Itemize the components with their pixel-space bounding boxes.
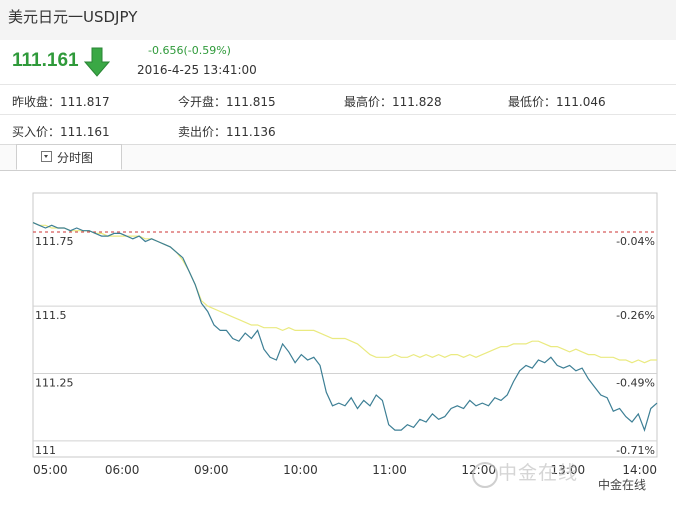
average-line <box>32 222 657 364</box>
plot-frame <box>32 192 658 458</box>
x-tick-label: 14:00 <box>622 463 657 477</box>
bid-stat: 买入价：111.161 <box>12 123 110 140</box>
prev-close-value: 111.817 <box>60 95 110 109</box>
bid-value: 111.161 <box>60 125 110 139</box>
y-tick-label-pct: -0.49% <box>616 376 655 389</box>
ask-stat: 卖出价：111.136 <box>178 123 276 140</box>
tab-label: 分时图 <box>57 151 94 165</box>
low-stat: 最低价：111.046 <box>508 93 606 110</box>
last-price: 111.161 <box>12 50 79 71</box>
y-tick-label: 111.5 <box>35 309 67 322</box>
chart-area: 111.75 -0.04% 111.5 -0.26% 111.25 -0.49% 111 -0… <box>0 170 676 507</box>
x-tick-label: 13:00 <box>551 463 586 477</box>
price-change: -0.656(-0.59%) <box>148 44 231 57</box>
high-stat: 最高价：111.828 <box>344 93 442 110</box>
high-label: 最高价： <box>344 95 393 109</box>
low-label: 最低价： <box>508 95 557 109</box>
dropdown-icon[interactable] <box>41 151 52 162</box>
x-tick-label: 06:00 <box>105 463 140 477</box>
chart-tab-bar: 分时图 <box>0 144 676 171</box>
x-tick-label: 05:00 <box>33 463 68 477</box>
watermark-caption: 中金在线 <box>598 478 647 492</box>
wechat-logo-icon <box>472 462 498 488</box>
stats-row-1: 昨收盘：111.817 今开盘：111.815 最高价：111.828 最低价：… <box>0 84 676 115</box>
ask-label: 卖出价： <box>178 125 227 139</box>
x-tick-label: 09:00 <box>194 463 229 477</box>
low-value: 111.046 <box>556 95 606 109</box>
y-tick-label: 111 <box>35 444 56 457</box>
open-value: 111.815 <box>226 95 276 109</box>
y-tick-label-pct: -0.26% <box>616 309 655 322</box>
x-tick-label: 10:00 <box>283 463 318 477</box>
x-tick-label: 11:00 <box>372 463 407 477</box>
y-tick-label-pct: -0.71% <box>616 444 655 457</box>
open-stat: 今开盘：111.815 <box>178 93 276 110</box>
ask-value: 111.136 <box>226 125 276 139</box>
y-tick-label: 111.25 <box>35 376 74 389</box>
down-arrow-icon <box>84 47 110 77</box>
quote-row: 111.161 -0.656(-0.59%) 2016-4-25 13:41:0… <box>0 40 676 84</box>
prev-close-stat: 昨收盘：111.817 <box>12 93 110 110</box>
watermark-text: 中金在线 <box>498 462 579 484</box>
quote-timestamp: 2016-4-25 13:41:00 <box>137 63 257 77</box>
intraday-chart: 111.75 -0.04% 111.5 -0.26% 111.25 -0.49% 111 -0… <box>32 192 658 477</box>
page-title: 美元日元一USDJPY <box>8 8 138 26</box>
bid-label: 买入价： <box>12 125 61 139</box>
open-label: 今开盘： <box>178 95 227 109</box>
watermark: 中金在线 中金在线 <box>472 454 672 502</box>
prev-close-label: 昨收盘： <box>12 95 61 109</box>
tab-intraday-chart[interactable]: 分时图 <box>16 144 122 170</box>
price-line <box>32 222 658 432</box>
header-bar: 美元日元一USDJPY <box>0 0 676 41</box>
stats-row-2: 买入价：111.161 卖出价：111.136 <box>0 114 676 145</box>
high-value: 111.828 <box>392 95 442 109</box>
y-tick-label: 111.75 <box>35 235 74 248</box>
y-tick-label-pct: -0.04% <box>616 235 655 248</box>
